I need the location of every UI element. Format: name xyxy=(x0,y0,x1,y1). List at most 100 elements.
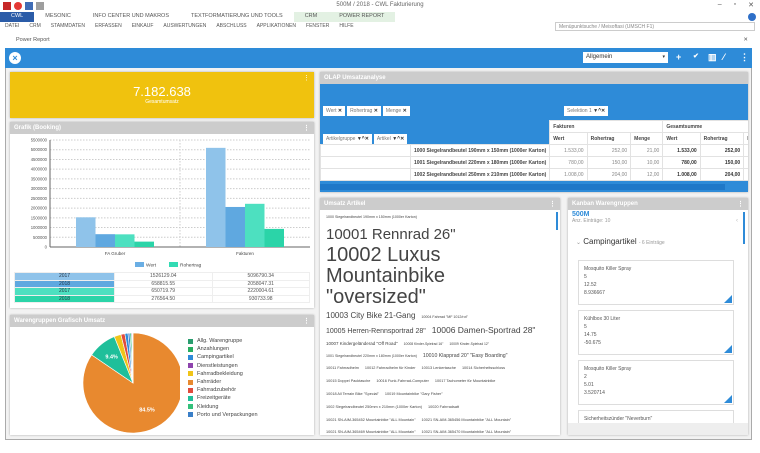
menu-datei[interactable]: DATEI xyxy=(5,23,20,29)
word-cloud-item[interactable]: 10016 Funk-Fahrrad-Computer xyxy=(376,378,429,383)
close-button[interactable]: ✕ xyxy=(748,2,754,9)
help-icon[interactable] xyxy=(748,13,756,21)
kanban-card[interactable]: Mosquito Killer Spray 2 5.01 3.520714 xyxy=(578,360,734,405)
word-cloud-item[interactable]: 10006 Damen-Sportrad 28" xyxy=(431,325,536,336)
tab-crm[interactable]: CRM xyxy=(293,12,329,22)
olap-horizontal-scrollbar[interactable] xyxy=(320,184,725,190)
legend-item[interactable]: Porto und Verpackungen xyxy=(188,411,258,419)
pdf-icon[interactable] xyxy=(14,2,22,10)
filter-chip-wert[interactable]: Wert ✕ xyxy=(323,106,346,116)
resize-corner-icon[interactable] xyxy=(724,395,732,403)
legend-item[interactable]: Freizeitgeräte xyxy=(188,394,258,402)
kanban-menu-icon[interactable]: ⋮ xyxy=(737,201,744,208)
row-field-artikel[interactable]: Artikel ▼^✕ xyxy=(373,134,408,144)
tab-cwl[interactable]: CWL xyxy=(0,12,35,22)
row-field-artikelgruppe[interactable]: Artikelgruppe ▼^✕ xyxy=(323,134,372,144)
word-cloud-item[interactable]: 10001 Rennrad 26" xyxy=(326,225,456,243)
layout-select[interactable]: Allgemein ▾ xyxy=(583,52,668,63)
add-icon[interactable]: + xyxy=(676,52,682,62)
tab-textformatierung[interactable]: TEXTFORMATIERUNG UND TOOLS xyxy=(191,13,283,19)
grafik-menu-icon[interactable]: ⋮ xyxy=(303,125,310,132)
legend-item[interactable]: Fahrräder xyxy=(188,378,258,386)
kanban-group-header[interactable]: ⌄ Campingartikel - 6 Einträge xyxy=(576,237,665,246)
word-cloud-item[interactable]: 10009 Kinder-Spielrad 12" xyxy=(449,342,490,347)
legend-item[interactable]: Anzahlungen xyxy=(188,345,258,353)
word-cloud-line: 10021 SN-AIM-365452 Mountainbike "ALL Mo… xyxy=(326,417,552,424)
subwindow-title: Power Report ✕ xyxy=(4,36,756,46)
subwindow-close-button[interactable]: ✕ xyxy=(743,37,748,43)
wand-icon[interactable]: ⁄ xyxy=(723,52,725,62)
tab-mesonic[interactable]: MESONIC xyxy=(45,13,71,19)
word-cloud-item[interactable]: 10015 Doppel Packtasche xyxy=(326,378,371,383)
menu-crm[interactable]: CRM xyxy=(29,23,41,29)
word-cloud-item[interactable]: 10020 Fahrradsatt xyxy=(428,404,460,409)
tab-info-center[interactable]: INFO CENTER UND MAKROS xyxy=(92,13,169,19)
menu-applikationen[interactable]: APPLIKATIONEN xyxy=(256,23,297,29)
col-header[interactable]: Menge xyxy=(630,132,664,145)
menu-search-input[interactable]: Menüpunktsuche / Meisoftasi (UMSCH F1) xyxy=(555,22,755,31)
word-cloud-item[interactable]: 10014 Sicherheitsschloss xyxy=(461,365,505,370)
word-cloud-item[interactable]: 1001 Siegelrandbeutel 220mm x 180mm (100… xyxy=(326,353,417,358)
word-cloud-item[interactable]: 10021 SN-AIM-365456 Mountainbike "ALL Mo… xyxy=(421,417,512,422)
kanban-card[interactable]: Mosquito Killer Spray 5 12.52 8.936667 xyxy=(578,260,734,305)
menu-stammdaten[interactable]: STAMMDATEN xyxy=(50,23,86,29)
word-cloud-item[interactable]: 10003 City Bike 21-Gang xyxy=(326,311,416,321)
word-cloud-item[interactable]: 10008 Kinder-Spielrad 16" xyxy=(403,342,444,347)
menu-erfassen[interactable]: ERFASSEN xyxy=(95,23,122,29)
resize-corner-icon[interactable] xyxy=(724,345,732,353)
word-cloud-item[interactable]: 10021 SN-AIM-365469 Mountainbike "ALL Mo… xyxy=(326,430,416,435)
word-cloud-item[interactable]: 10011 Fahrradhelm xyxy=(326,365,359,370)
word-cloud-item[interactable]: 1000 Siegelrandbeutel 190mm x 150mm (100… xyxy=(326,215,417,219)
legend-item[interactable]: Fahrradbekleidung xyxy=(188,370,258,378)
menu-einkauf[interactable]: EINKAUF xyxy=(131,23,154,29)
pie-menu-icon[interactable]: ⋮ xyxy=(303,318,310,325)
legend-item[interactable]: Fahrradzubehör xyxy=(188,386,258,394)
umsatz-scrollbar[interactable] xyxy=(556,212,558,230)
minimize-button[interactable]: – xyxy=(717,1,722,8)
word-cloud-item[interactable]: 10012 Fahrradhelm für Kinder xyxy=(364,365,416,370)
word-cloud-item[interactable]: 10005 Herren-Rennsportrad 28" xyxy=(326,328,426,336)
col-header[interactable]: Wert xyxy=(662,132,701,145)
menu-abschluss[interactable]: ABSCHLUSS xyxy=(216,23,247,29)
col-header[interactable]: Rohertrag xyxy=(699,132,745,145)
resize-corner-icon[interactable] xyxy=(724,295,732,303)
print-icon[interactable] xyxy=(36,2,44,10)
kpi-menu-icon[interactable]: ⋮ xyxy=(303,75,310,82)
word-cloud-item[interactable]: 10004 Fahrrad "MF 1012/rot" xyxy=(421,315,468,320)
word-cloud-item[interactable]: 10019 Mountainbike "Gary Fisher" xyxy=(384,391,443,396)
col-header[interactable]: Rohertrag xyxy=(586,132,632,145)
word-cloud-item[interactable]: 10021 SN-AIM-365452 Mountainbike "ALL Mo… xyxy=(326,417,416,422)
word-cloud-item[interactable]: 10013 Lenkertasche xyxy=(421,365,456,370)
check-icon[interactable]: ✔ xyxy=(693,53,699,60)
col-header[interactable]: Wert xyxy=(549,132,588,145)
legend-item[interactable]: Campingartikel xyxy=(188,353,258,361)
word-cloud-item[interactable]: 1002 Siegelrandbeutel 250mm x 210mm (100… xyxy=(326,404,423,409)
collapse-icon[interactable]: ‹ xyxy=(736,218,738,224)
word-cloud-item[interactable]: 10018 All Terrain Bike "Special" xyxy=(326,391,379,396)
legend-item[interactable]: Dienstleistungen xyxy=(188,362,258,370)
word-cloud-item[interactable]: 10007 Kindergeländerad "Off Road" xyxy=(326,341,398,347)
filter-chip-menge[interactable]: Menge ✕ xyxy=(382,106,410,116)
legend-item[interactable]: Kleidung xyxy=(188,403,258,411)
word-cloud-item[interactable]: 10010 Klapprad 20" "Easy Boarding" xyxy=(422,352,508,359)
col-field-selektion[interactable]: Selektion 1 ▼^✕ xyxy=(564,106,609,116)
menu-fenster[interactable]: FENSTER xyxy=(306,23,330,29)
word-cloud-item[interactable]: 10002 Luxus Mountainbike "oversized" xyxy=(326,244,445,309)
kanban-scrollbar[interactable] xyxy=(743,212,745,244)
save-icon[interactable] xyxy=(25,2,33,10)
kpi-label: Gesamtumsatz xyxy=(145,99,179,105)
book-icon[interactable]: ▥ xyxy=(708,52,717,62)
menu-hilfe[interactable]: HILFE xyxy=(339,23,354,29)
word-cloud-item[interactable]: 10017 Tachometer für Mountainbike xyxy=(434,378,496,383)
filter-chip-rohertrag[interactable]: Rohertrag ✕ xyxy=(347,106,381,116)
word-cloud-item[interactable]: 10021 SN-AIM-365470 Mountainbike "ALL Mo… xyxy=(421,430,512,435)
menu-auswertungen[interactable]: AUSWERTUNGEN xyxy=(163,23,207,29)
restore-button[interactable]: ▫ xyxy=(733,1,737,8)
kanban-card[interactable]: Kühlbox 30 Liter 5 14.75 -50.675 xyxy=(578,310,734,355)
legend-item[interactable]: Allg. Warengruppe xyxy=(188,337,258,345)
more-icon[interactable]: ⋮ xyxy=(740,52,749,62)
close-report-button[interactable]: × xyxy=(9,52,21,64)
umsatz-menu-icon[interactable]: ⋮ xyxy=(549,201,556,208)
col-header[interactable]: M xyxy=(743,132,748,145)
tab-power-report[interactable]: POWER REPORT xyxy=(328,12,396,22)
